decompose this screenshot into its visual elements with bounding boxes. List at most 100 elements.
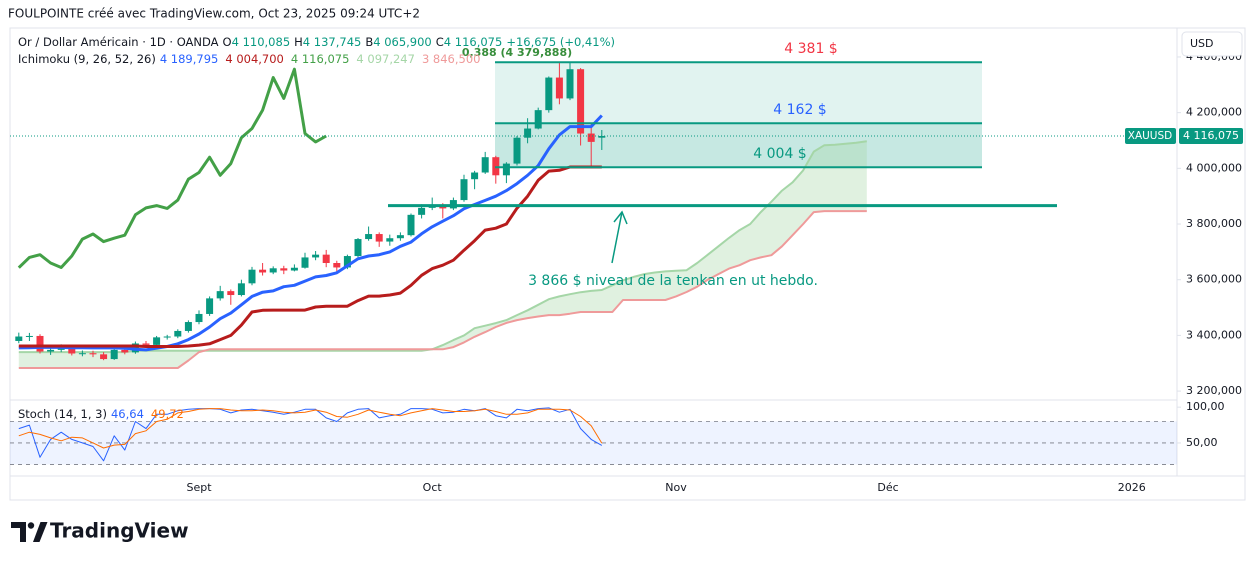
legend-value: 3 846,500 [421, 52, 481, 66]
indicator-line [18, 140, 867, 354]
candle-body [100, 354, 108, 360]
y-tick-label: 4 000,000 [1186, 161, 1242, 174]
indicator-line [18, 114, 603, 352]
currency: USD [1190, 37, 1214, 50]
candle-body [460, 179, 468, 201]
y-tick-label: 4 200,000 [1186, 106, 1242, 119]
indicator-line [18, 165, 602, 348]
arrow [611, 210, 628, 264]
indicator-line [18, 210, 867, 369]
arrow-line [611, 211, 623, 264]
candle-body [322, 254, 330, 264]
candle-body [343, 256, 351, 268]
candle-body [598, 136, 606, 138]
legend-value: 49,72 [150, 407, 184, 421]
candle-body [396, 235, 404, 239]
x-tick-label: Nov [665, 481, 687, 494]
logo: TradingView [11, 519, 189, 543]
layer-notes: 4 381 $ 4 162 $ 4 004 $ 3 866 $ niveau de l… [10, 41, 1177, 289]
candle-body [142, 343, 150, 345]
candle-body [259, 269, 267, 273]
legend: Or / Dollar Américain · 1D · OANDA O4 110… [18, 34, 619, 68]
legend-value: 46,64 [110, 407, 144, 421]
candle-body [78, 353, 86, 355]
ichimoku-cloud [18, 141, 867, 368]
legend-row: Ichimoku (9, 26, 52, 26) 4 189,795 4 004,7… [18, 51, 619, 68]
candle-body [174, 330, 182, 337]
y-tick-label: 50,00 [1186, 436, 1218, 449]
symbol-title: Or / Dollar Américain · 1D · OANDA [18, 35, 219, 49]
logo-mark [33, 522, 48, 542]
candle-body [68, 347, 76, 354]
ohlc-value: 4 110,085 [231, 35, 291, 49]
level-label: 4 162 $ [773, 102, 826, 118]
stoch-line [18, 408, 603, 449]
ohlc-value: 4 137,745 [302, 35, 362, 49]
candle-body [206, 298, 214, 314]
candle-body [216, 291, 224, 299]
candle-body [89, 353, 97, 355]
chart-frame [9, 27, 1246, 501]
legend-value: 4 097,247 [356, 52, 415, 66]
candle-body [375, 234, 383, 242]
candle-body [15, 336, 23, 341]
legend-row: Stoch (14, 1, 3) 46,64 49,72 [18, 406, 191, 423]
candle-body [587, 133, 595, 142]
candle-body [333, 263, 341, 268]
legend-value: 4 116,075 [290, 52, 350, 66]
candle-body [502, 163, 510, 176]
candle-body [25, 335, 33, 337]
ohlc-label: C [435, 35, 444, 49]
indicator-line [17, 67, 327, 269]
zone [495, 62, 982, 168]
y-tick-label: 3 800,000 [1186, 217, 1242, 230]
stoch-line [18, 407, 603, 462]
y-tick-label: 100,00 [1186, 400, 1225, 413]
candle-body [534, 110, 542, 129]
x-tick-label: Sept [186, 481, 212, 494]
legend-value: 4 189,795 [159, 52, 219, 66]
legend: Stoch (14, 1, 3) 46,64 49,72 [18, 406, 191, 423]
candle-body [513, 137, 521, 164]
indicator-name: Ichimoku (9, 26, 52, 26) [18, 52, 156, 66]
candle-body [195, 313, 203, 323]
candle-body [280, 268, 288, 271]
ohlc-value: 4 116,075 [443, 35, 503, 49]
band-fill [10, 421, 1177, 465]
candle-body [471, 172, 479, 180]
candle-body [312, 254, 320, 258]
candle-body [524, 128, 532, 138]
candle-body [227, 291, 235, 296]
candle-body [365, 234, 373, 240]
price-tag: 4 116,075 [1183, 129, 1239, 142]
logo-mark [11, 522, 26, 542]
candle-body [36, 335, 44, 352]
price-tag-bg [1179, 128, 1243, 145]
legend-value: 4 004,700 [225, 52, 284, 66]
candle-body [407, 214, 415, 236]
symbol-tag-bg [1125, 128, 1176, 145]
measure-label: 0,388 (4 379,888) [462, 46, 572, 59]
candle-body [290, 267, 298, 271]
candle-body [184, 322, 192, 331]
y-tick-label: 3 200,000 [1186, 384, 1242, 397]
candle-body [47, 349, 55, 352]
ohlc-value: 4 065,900 [373, 35, 432, 49]
layer-slow [18, 140, 867, 369]
layer-fast [17, 67, 603, 462]
candle-body [566, 69, 574, 99]
indicator-name: Stoch (14, 1, 3) [18, 407, 107, 421]
x-tick-label: Oct [423, 481, 443, 494]
y-tick-label: 3 600,000 [1186, 273, 1242, 286]
symbol-tag: XAUUSD [1128, 130, 1173, 142]
currency-box [1181, 31, 1243, 57]
ohlc-label: O [222, 35, 232, 49]
level-label: 4 004 $ [753, 146, 806, 162]
candle-body [110, 349, 118, 360]
candle-body [269, 268, 277, 273]
x-tick-label: 2026 [1118, 481, 1146, 494]
candle-body [121, 349, 129, 353]
footer-logo: TradingView [50, 519, 189, 543]
